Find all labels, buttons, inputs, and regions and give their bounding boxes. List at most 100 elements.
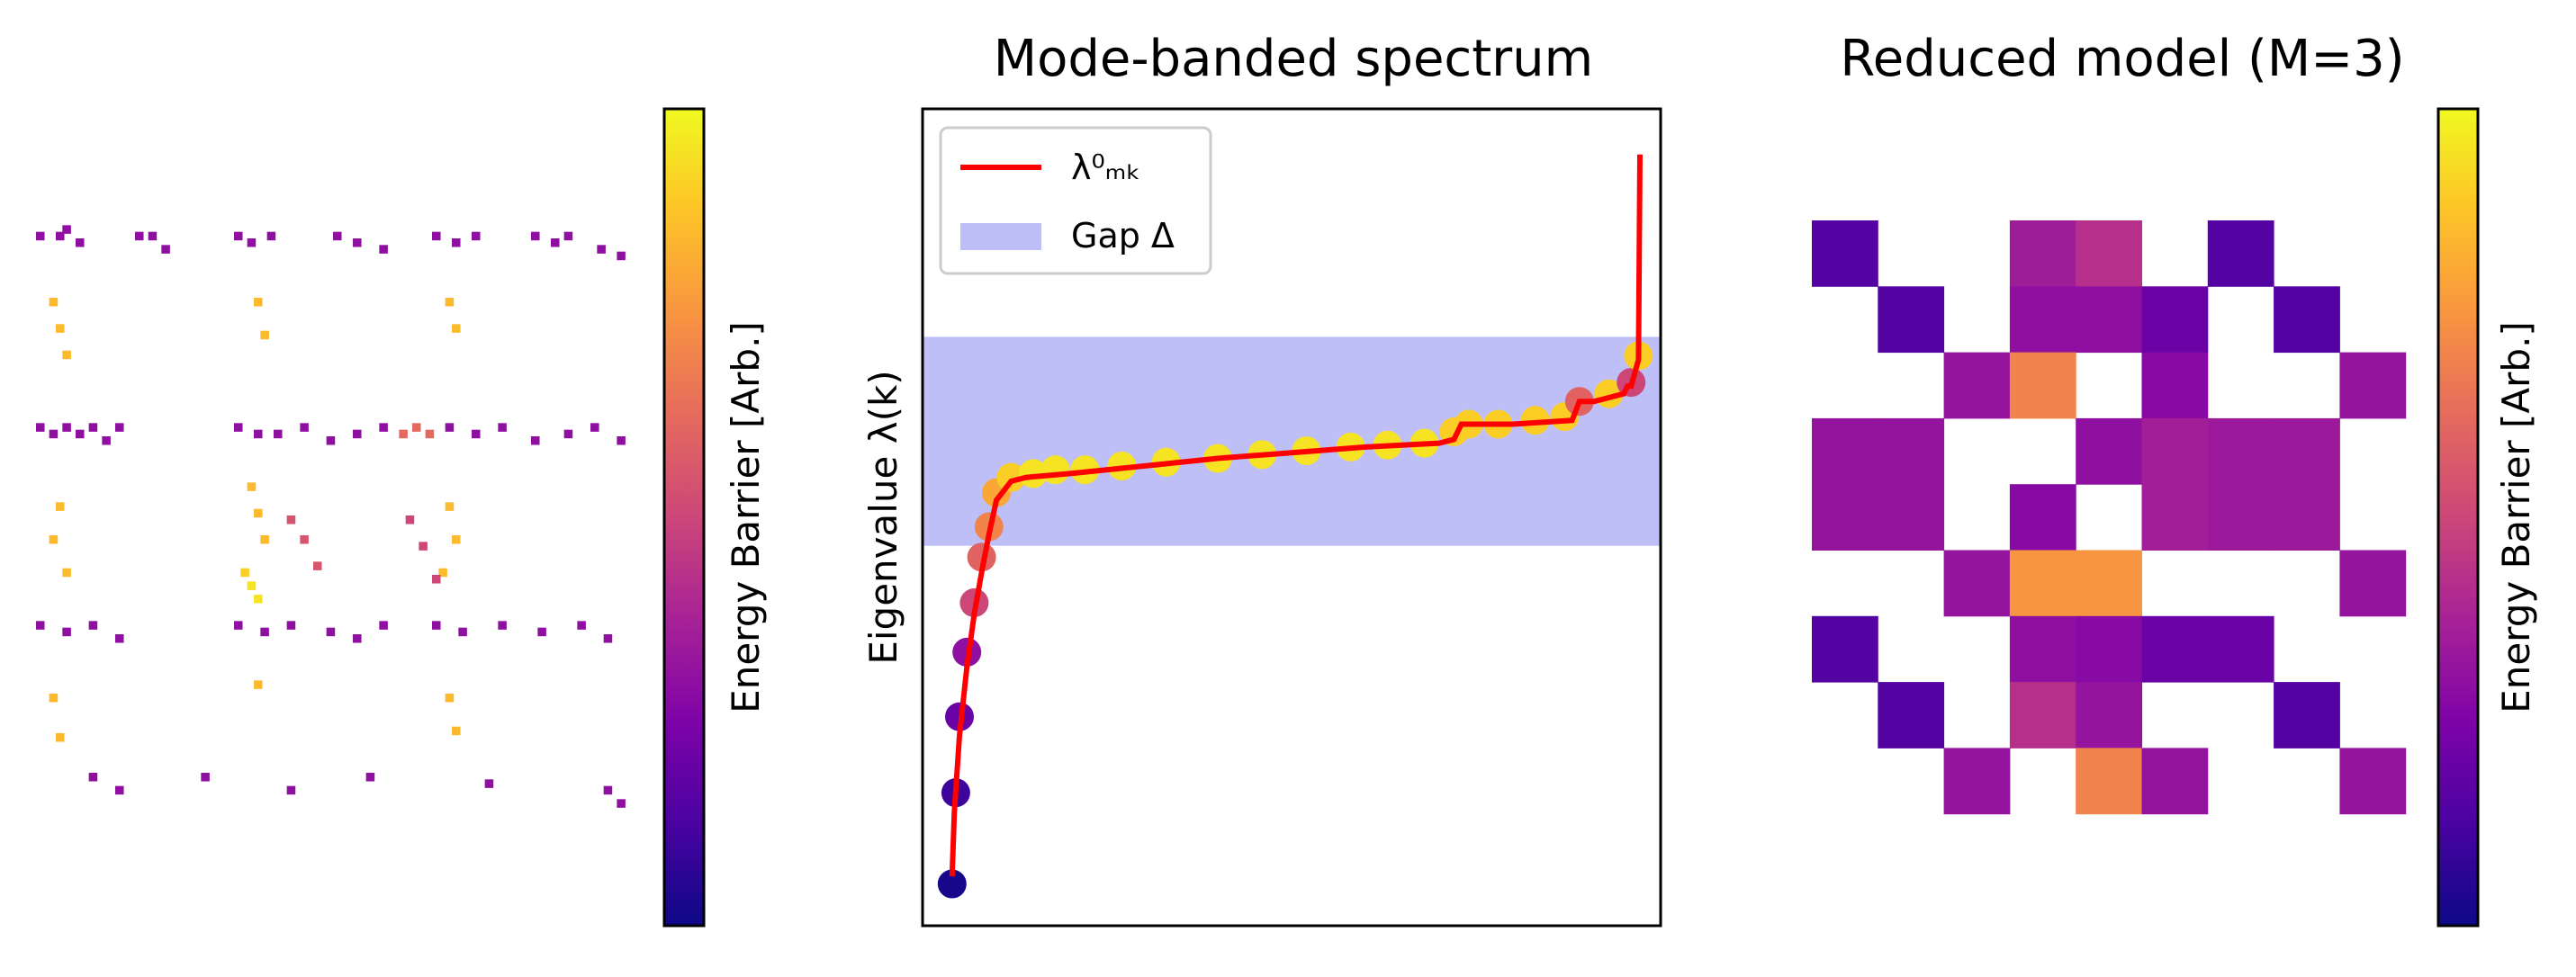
heatmap-cell [1943,748,2011,815]
spectrum-title: Mode-banded spectrum [994,30,1593,88]
heatmap-cell [135,231,144,241]
heatmap-cell [484,779,494,788]
heatmap-cell [438,568,447,578]
spectrum-panel: Mode-banded spectrum Eigenvalue λ(k) λ⁰ₘ… [861,30,1662,928]
heatmap-cell [254,508,263,518]
heatmap-cell [260,535,269,544]
heatmap-cell [1878,484,1945,551]
heatmap-cell [115,423,124,432]
heatmap-cell [234,423,243,432]
heatmap-cell [2339,748,2407,815]
gap-band [923,336,1661,546]
spectrum-point [967,542,996,572]
heatmap-cell [399,429,408,439]
heatmap-cell [247,482,257,491]
heatmap-cell [2009,484,2076,551]
heatmap-cell [617,251,626,261]
heatmap-cell [201,773,210,782]
left-heatmap-panel: Energy Barrier [Arb.] [36,107,768,928]
heatmap-cell [2076,748,2142,815]
heatmap-cell [445,423,455,432]
heatmap-cell [498,621,507,630]
heatmap-cell [2274,484,2340,551]
heatmap-cell [412,423,421,432]
heatmap-cell [76,429,85,439]
heatmap-cell [2207,220,2274,287]
reduced-model-title: Reduced model (M=3) [1840,30,2404,88]
heatmap-cell [286,785,296,795]
heatmap-cell [603,785,613,795]
heatmap-cell [56,502,65,511]
heatmap-cell [266,231,276,241]
heatmap-cell [88,621,98,630]
heatmap-cell [247,238,257,247]
heatmap-cell [254,298,263,307]
heatmap-cell [1812,220,1878,287]
heatmap-cell [240,568,249,578]
heatmap-cell [1812,615,1878,683]
heatmap-cell [2076,220,2142,287]
heatmap-cell [1878,417,1945,485]
spectrum-legend: λ⁰ₘₖ Gap Δ [939,126,1212,275]
reduced-model-cells [1812,220,2407,815]
heatmap-cell [326,627,336,637]
heatmap-cell [2141,352,2209,419]
heatmap-cell [300,423,309,432]
heatmap-cell [102,436,111,445]
heatmap-cell [2141,417,2209,485]
heatmap-cell [1878,682,1945,748]
heatmap-cell [353,429,362,439]
heatmap-cell [531,231,540,241]
heatmap-cell [260,330,269,340]
legend-gap-label: Gap Δ [1071,216,1175,255]
heatmap-cell [472,231,481,241]
heatmap-cell [2009,550,2076,617]
heatmap-cell [62,423,71,432]
heatmap-cell [452,535,461,544]
heatmap-cell [1878,286,1945,354]
heatmap-cell [379,245,388,254]
heatmap-cell [353,238,362,247]
heatmap-cell [2141,615,2209,683]
heatmap-cell [2009,352,2076,419]
spectrum-point [1040,455,1070,485]
heatmap-cell [590,423,599,432]
spectrum-point [996,462,1026,492]
heatmap-cell [365,773,375,782]
heatmap-cell [445,298,455,307]
heatmap-cell [49,535,59,544]
heatmap-cell [56,231,65,241]
heatmap-cell [2339,550,2407,617]
heatmap-cell [472,429,481,439]
heatmap-cell [432,621,441,630]
heatmap-cell [1812,417,1878,485]
heatmap-cell [300,535,309,544]
heatmap-cell [577,621,586,630]
spectrum-point [937,869,967,899]
heatmap-cell [379,423,388,432]
left-colorbar [662,107,706,928]
heatmap-cell [49,429,59,439]
heatmap-cell [2274,286,2340,354]
heatmap-cell [445,502,455,511]
heatmap-cell [563,231,573,241]
heatmap-cell [115,634,124,643]
heatmap-cell [286,515,296,524]
heatmap-cell [2076,550,2142,617]
heatmap-cell [531,436,540,445]
heatmap-cell [452,238,461,247]
heatmap-cell [2274,417,2340,485]
legend-line-label: λ⁰ₘₖ [1071,148,1141,187]
heatmap-cell [2207,484,2274,551]
heatmap-cell [563,429,573,439]
heatmap-cell [148,231,158,241]
spectrum-axes-frame [921,107,1662,928]
spectrum-y-axis-label: Eigenvalue λ(k) [861,370,905,664]
heatmap-cell [597,245,606,254]
heatmap-cell [2339,352,2407,419]
legend-gap-swatch [960,223,1041,250]
heatmap-cell [326,436,336,445]
left-colorbar-label: Energy Barrier [Arb.] [724,321,768,713]
heatmap-cell [234,621,243,630]
heatmap-cell [2141,286,2209,354]
